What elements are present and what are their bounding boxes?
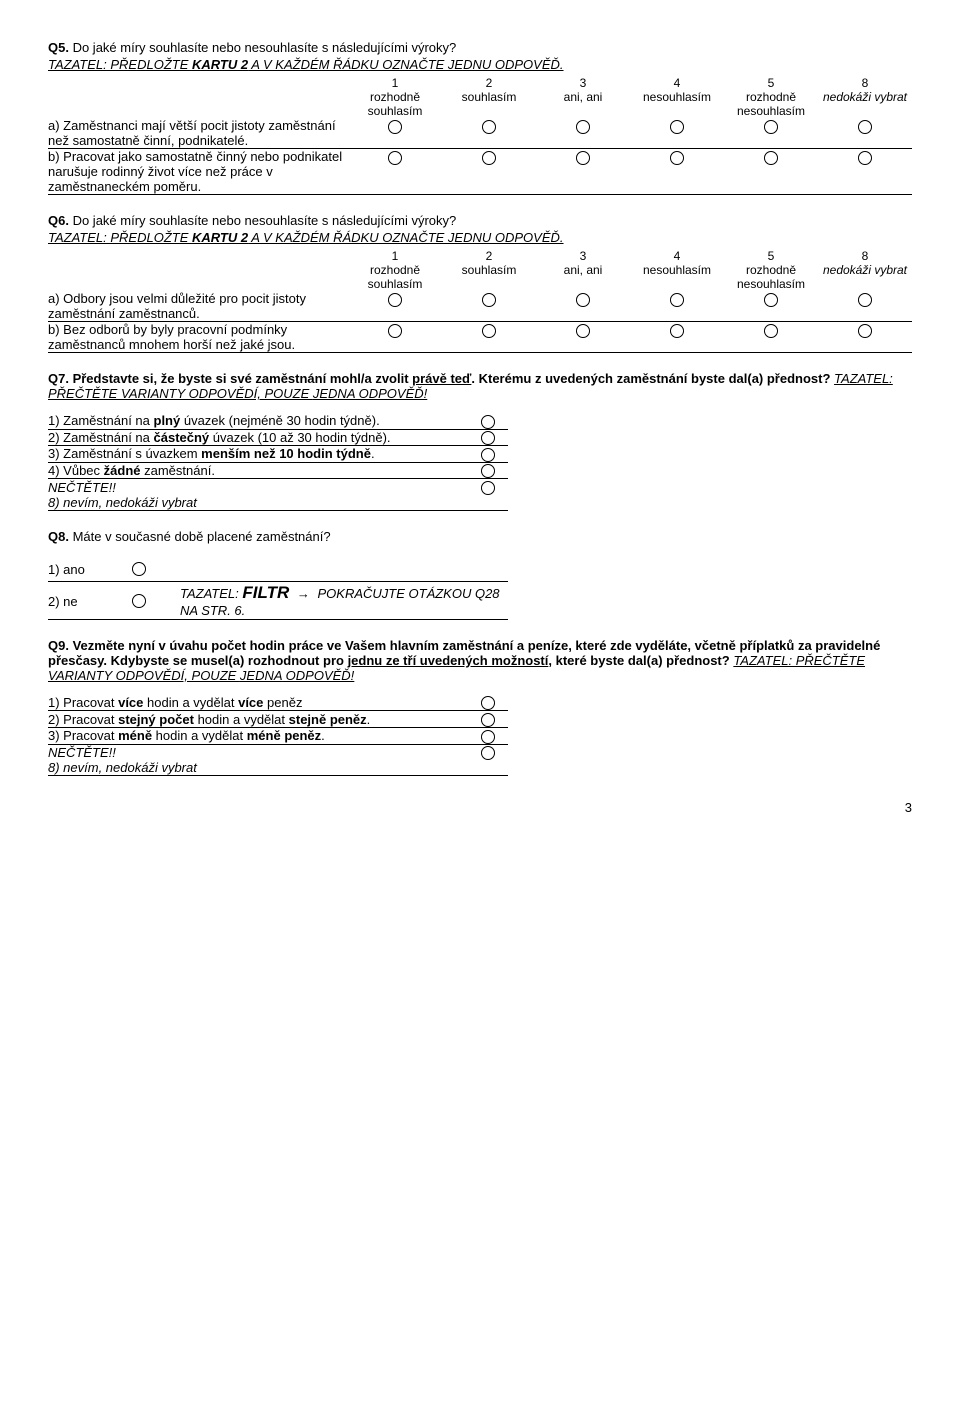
scale-header-nums: 1 2 3 4 5 8 [48,76,912,90]
q7-opt3: 3) Zaměstnání s úvazkem menším než 10 ho… [48,446,508,462]
q5b-opt4[interactable] [630,149,724,195]
q5-row-a: a) Zaměstnanci mají větší pocit jistoty … [48,118,912,149]
q9-opt2-radio[interactable] [468,711,508,727]
q6-title: Q6. Do jaké míry souhlasíte nebo nesouhl… [48,213,912,228]
q6a-opt5[interactable] [724,291,818,322]
q6a-opt4[interactable] [630,291,724,322]
q5b-opt8[interactable] [818,149,912,195]
q6-row-b: b) Bez odborů by byly pracovní podmínky … [48,322,912,353]
q6a-opt2[interactable] [442,291,536,322]
q7-opt1-radio[interactable] [468,413,508,429]
q6-instruction: TAZATEL: PŘEDLOŽTE KARTU 2 A V KAŽDÉM ŘÁ… [48,230,912,245]
q5b-opt3[interactable] [536,149,630,195]
q8-options: 1) ano 2) ne TAZATEL: FILTR POKRAČUJTE O… [48,556,508,620]
q5-text: Do jaké míry souhlasíte nebo nesouhlasít… [69,40,456,55]
q8-opt1: 1) ano [48,556,508,582]
q5a-opt2[interactable] [442,118,536,149]
q9-opt1-radio[interactable] [468,695,508,711]
q5-instruction: TAZATEL: PŘEDLOŽTE KARTU 2 A V KAŽDÉM ŘÁ… [48,57,912,72]
q6b-opt3[interactable] [536,322,630,353]
q9-title: Q9. Vezměte nyní v úvahu počet hodin prá… [48,638,912,683]
q5a-opt3[interactable] [536,118,630,149]
page-number: 3 [48,800,912,815]
q9-opt3: 3) Pracovat méně hodin a vydělat méně pe… [48,728,508,744]
q5a-opt4[interactable] [630,118,724,149]
q7-title: Q7. Představte si, že byste si své zaměs… [48,371,912,401]
q7-opt8-radio[interactable] [468,479,508,495]
q7-opt3-radio[interactable] [468,446,508,462]
q6-row-a: a) Odbory jsou velmi důležité pro pocit … [48,291,912,322]
q5-row-b: b) Pracovat jako samostatně činný nebo p… [48,149,912,195]
q8-opt2: 2) ne TAZATEL: FILTR POKRAČUJTE OTÁZKOU … [48,582,508,620]
q6a-opt1[interactable] [348,291,442,322]
q5a-opt1[interactable] [348,118,442,149]
q8-opt2-radio[interactable] [118,582,160,620]
q6b-opt2[interactable] [442,322,536,353]
q6b-opt8[interactable] [818,322,912,353]
q5-table: 1 2 3 4 5 8 rozhodně souhlasím souhlasím… [48,76,912,195]
q5-title: Q5. Do jaké míry souhlasíte nebo nesouhl… [48,40,912,55]
q6b-opt4[interactable] [630,322,724,353]
q5a-opt5[interactable] [724,118,818,149]
q7-opt4-radio[interactable] [468,463,508,479]
q7-nectete: NEČTĚTE!! [48,479,508,495]
q9-opt1: 1) Pracovat více hodin a vydělat více pe… [48,695,508,711]
q5b-opt1[interactable] [348,149,442,195]
q9-opt2: 2) Pracovat stejný počet hodin a vydělat… [48,711,508,727]
q9-nectete: NEČTĚTE!! [48,745,508,761]
q5b-opt2[interactable] [442,149,536,195]
q8-opt1-radio[interactable] [118,556,160,582]
q7-opt2: 2) Zaměstnání na částečný úvazek (10 až … [48,430,508,446]
q9-opt8-radio[interactable] [468,745,508,761]
q7-opt4: 4) Vůbec žádné zaměstnání. [48,463,508,479]
q9-options: 1) Pracovat více hodin a vydělat více pe… [48,695,508,776]
q8-filter: TAZATEL: FILTR POKRAČUJTE OTÁZKOU Q28 NA… [160,582,508,620]
q5-prefix: Q5. [48,40,69,55]
q6-table: 1 2 3 4 5 8 rozhodně souhlasím souhlasím… [48,249,912,353]
q6b-opt1[interactable] [348,322,442,353]
q7-options: 1) Zaměstnání na plný úvazek (nejméně 30… [48,413,508,511]
scale-header-labels: rozhodně souhlasím souhlasím ani, ani ne… [48,90,912,118]
q5a-opt8[interactable] [818,118,912,149]
q6a-opt3[interactable] [536,291,630,322]
q7-opt2-radio[interactable] [468,430,508,446]
q5b-opt5[interactable] [724,149,818,195]
q8-title: Q8. Máte v současné době placené zaměstn… [48,529,912,544]
q7-opt1: 1) Zaměstnání na plný úvazek (nejméně 30… [48,413,508,429]
q6a-opt8[interactable] [818,291,912,322]
q9-opt3-radio[interactable] [468,728,508,744]
q6b-opt5[interactable] [724,322,818,353]
